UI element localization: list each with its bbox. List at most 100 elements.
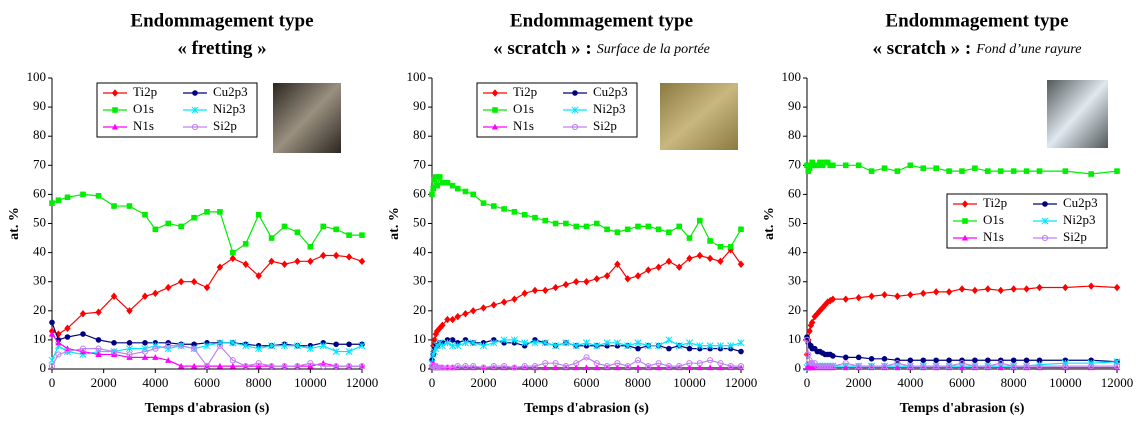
marker	[706, 364, 714, 371]
marker	[55, 351, 62, 358]
marker	[665, 362, 673, 370]
marker	[946, 357, 952, 364]
marker	[573, 223, 579, 230]
marker	[470, 362, 477, 370]
marker	[920, 357, 927, 364]
x-tick-label: 8000	[1001, 375, 1027, 390]
marker	[203, 362, 211, 370]
marker	[470, 191, 476, 198]
marker	[894, 292, 901, 300]
marker	[645, 266, 652, 274]
marker	[501, 362, 508, 370]
marker	[946, 168, 952, 174]
marker	[655, 360, 662, 367]
marker	[359, 232, 365, 238]
marker	[79, 345, 87, 352]
marker	[706, 342, 714, 350]
legend-label: Ni2p3	[593, 101, 626, 116]
marker	[454, 342, 462, 350]
y-tick-label: 40	[33, 244, 46, 259]
y-tick-label: 80	[788, 127, 801, 142]
marker	[1036, 357, 1043, 364]
marker	[449, 315, 456, 324]
marker	[614, 364, 621, 371]
marker	[320, 362, 327, 370]
marker	[958, 364, 966, 371]
marker	[830, 162, 836, 169]
marker	[717, 257, 724, 266]
marker	[165, 283, 172, 292]
marker	[268, 362, 275, 370]
marker	[429, 191, 435, 198]
x-tick-label: 10000	[294, 375, 327, 390]
marker	[933, 362, 940, 370]
marker	[190, 278, 198, 286]
marker	[141, 348, 149, 355]
marker	[686, 364, 693, 371]
marker	[192, 90, 198, 96]
marker	[332, 251, 340, 260]
marker	[542, 364, 549, 371]
subtitle-main: « fretting »	[177, 38, 266, 59]
marker	[614, 360, 621, 367]
x-axis-title: Temps d'abrasion (s)	[900, 401, 1025, 416]
marker	[532, 214, 538, 221]
y-tick-label: 70	[33, 156, 46, 171]
marker	[881, 362, 888, 370]
marker	[281, 362, 288, 370]
marker	[216, 342, 224, 349]
marker	[280, 342, 289, 350]
legend-label: O1s	[983, 212, 1004, 227]
y-axis-title: at. %	[762, 207, 777, 240]
marker	[907, 162, 914, 169]
marker	[152, 226, 159, 233]
x-tick-label: 6000	[574, 375, 600, 390]
marker	[686, 360, 693, 367]
marker	[962, 218, 968, 224]
marker	[1036, 362, 1043, 370]
marker	[531, 339, 539, 347]
marker	[933, 357, 939, 364]
marker	[805, 351, 812, 358]
marker	[454, 185, 461, 192]
marker	[706, 254, 714, 263]
marker	[894, 168, 901, 174]
marker	[727, 342, 735, 350]
marker	[583, 354, 590, 361]
marker	[696, 342, 704, 350]
marker	[737, 339, 745, 347]
marker	[842, 295, 849, 303]
y-tick-label: 60	[413, 185, 426, 200]
marker	[491, 89, 499, 97]
marker	[436, 174, 443, 180]
marker	[1062, 168, 1069, 174]
marker	[125, 345, 134, 353]
marker	[111, 123, 119, 130]
marker	[178, 223, 184, 230]
marker	[229, 357, 236, 364]
marker	[855, 162, 862, 169]
marker	[1113, 362, 1121, 370]
marker	[972, 165, 978, 172]
marker	[95, 308, 102, 316]
marker	[255, 272, 262, 280]
marker	[907, 362, 914, 370]
x-tick-label: 2000	[471, 375, 497, 390]
marker	[676, 362, 683, 370]
marker	[933, 165, 939, 172]
marker	[686, 254, 693, 263]
marker	[971, 362, 979, 370]
marker	[1036, 168, 1043, 174]
marker	[48, 330, 56, 337]
x-tick-label: 6000	[194, 375, 220, 390]
marker	[541, 339, 549, 347]
marker	[945, 288, 953, 296]
marker	[112, 107, 118, 113]
marker	[959, 168, 965, 174]
marker	[294, 229, 301, 236]
marker	[829, 295, 837, 303]
marker	[676, 223, 682, 230]
y-tick-label: 50	[33, 214, 46, 229]
marker	[666, 345, 672, 352]
marker	[997, 168, 1004, 174]
